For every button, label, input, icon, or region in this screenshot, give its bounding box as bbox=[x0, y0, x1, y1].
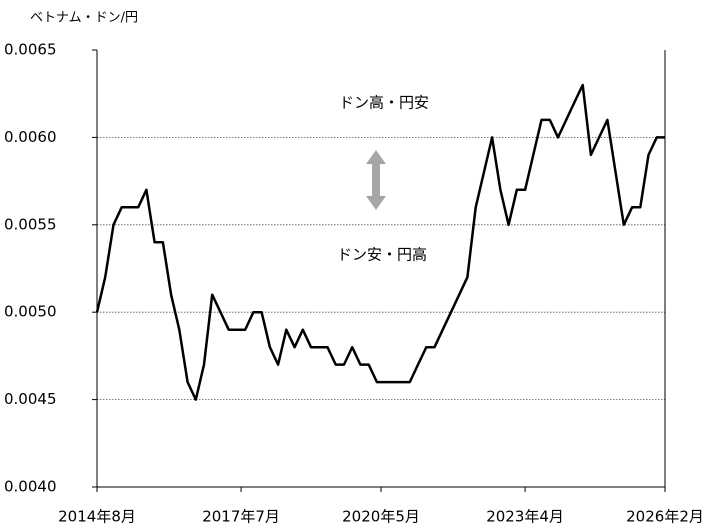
axis-frame bbox=[96, 50, 666, 488]
y-tick-label: 0.0040 bbox=[4, 478, 57, 496]
y-tick-label: 0.0055 bbox=[4, 215, 57, 233]
line bbox=[95, 83, 665, 401]
y-axis-label: ベトナム・ドン/円 bbox=[30, 11, 138, 26]
y-tick-label: 0.0050 bbox=[4, 303, 57, 321]
x-tick-label: 2014年8月 bbox=[58, 508, 136, 526]
y-tick-label: 0.0060 bbox=[4, 128, 57, 146]
annotation: ドン安・円高 bbox=[337, 246, 427, 264]
x-tick-label: 2026年2月 bbox=[626, 508, 704, 526]
x-tick-label: 2017年7月 bbox=[202, 508, 280, 526]
double-arrow bbox=[366, 150, 386, 210]
x-tick-label: 2020年5月 bbox=[342, 508, 420, 526]
annotation: ドン高・円安 bbox=[339, 94, 429, 112]
y-tick-label: 0.0045 bbox=[4, 390, 57, 408]
x-tick-label: 2023年4月 bbox=[486, 508, 564, 526]
y-tick-label: 0.0065 bbox=[4, 41, 57, 59]
